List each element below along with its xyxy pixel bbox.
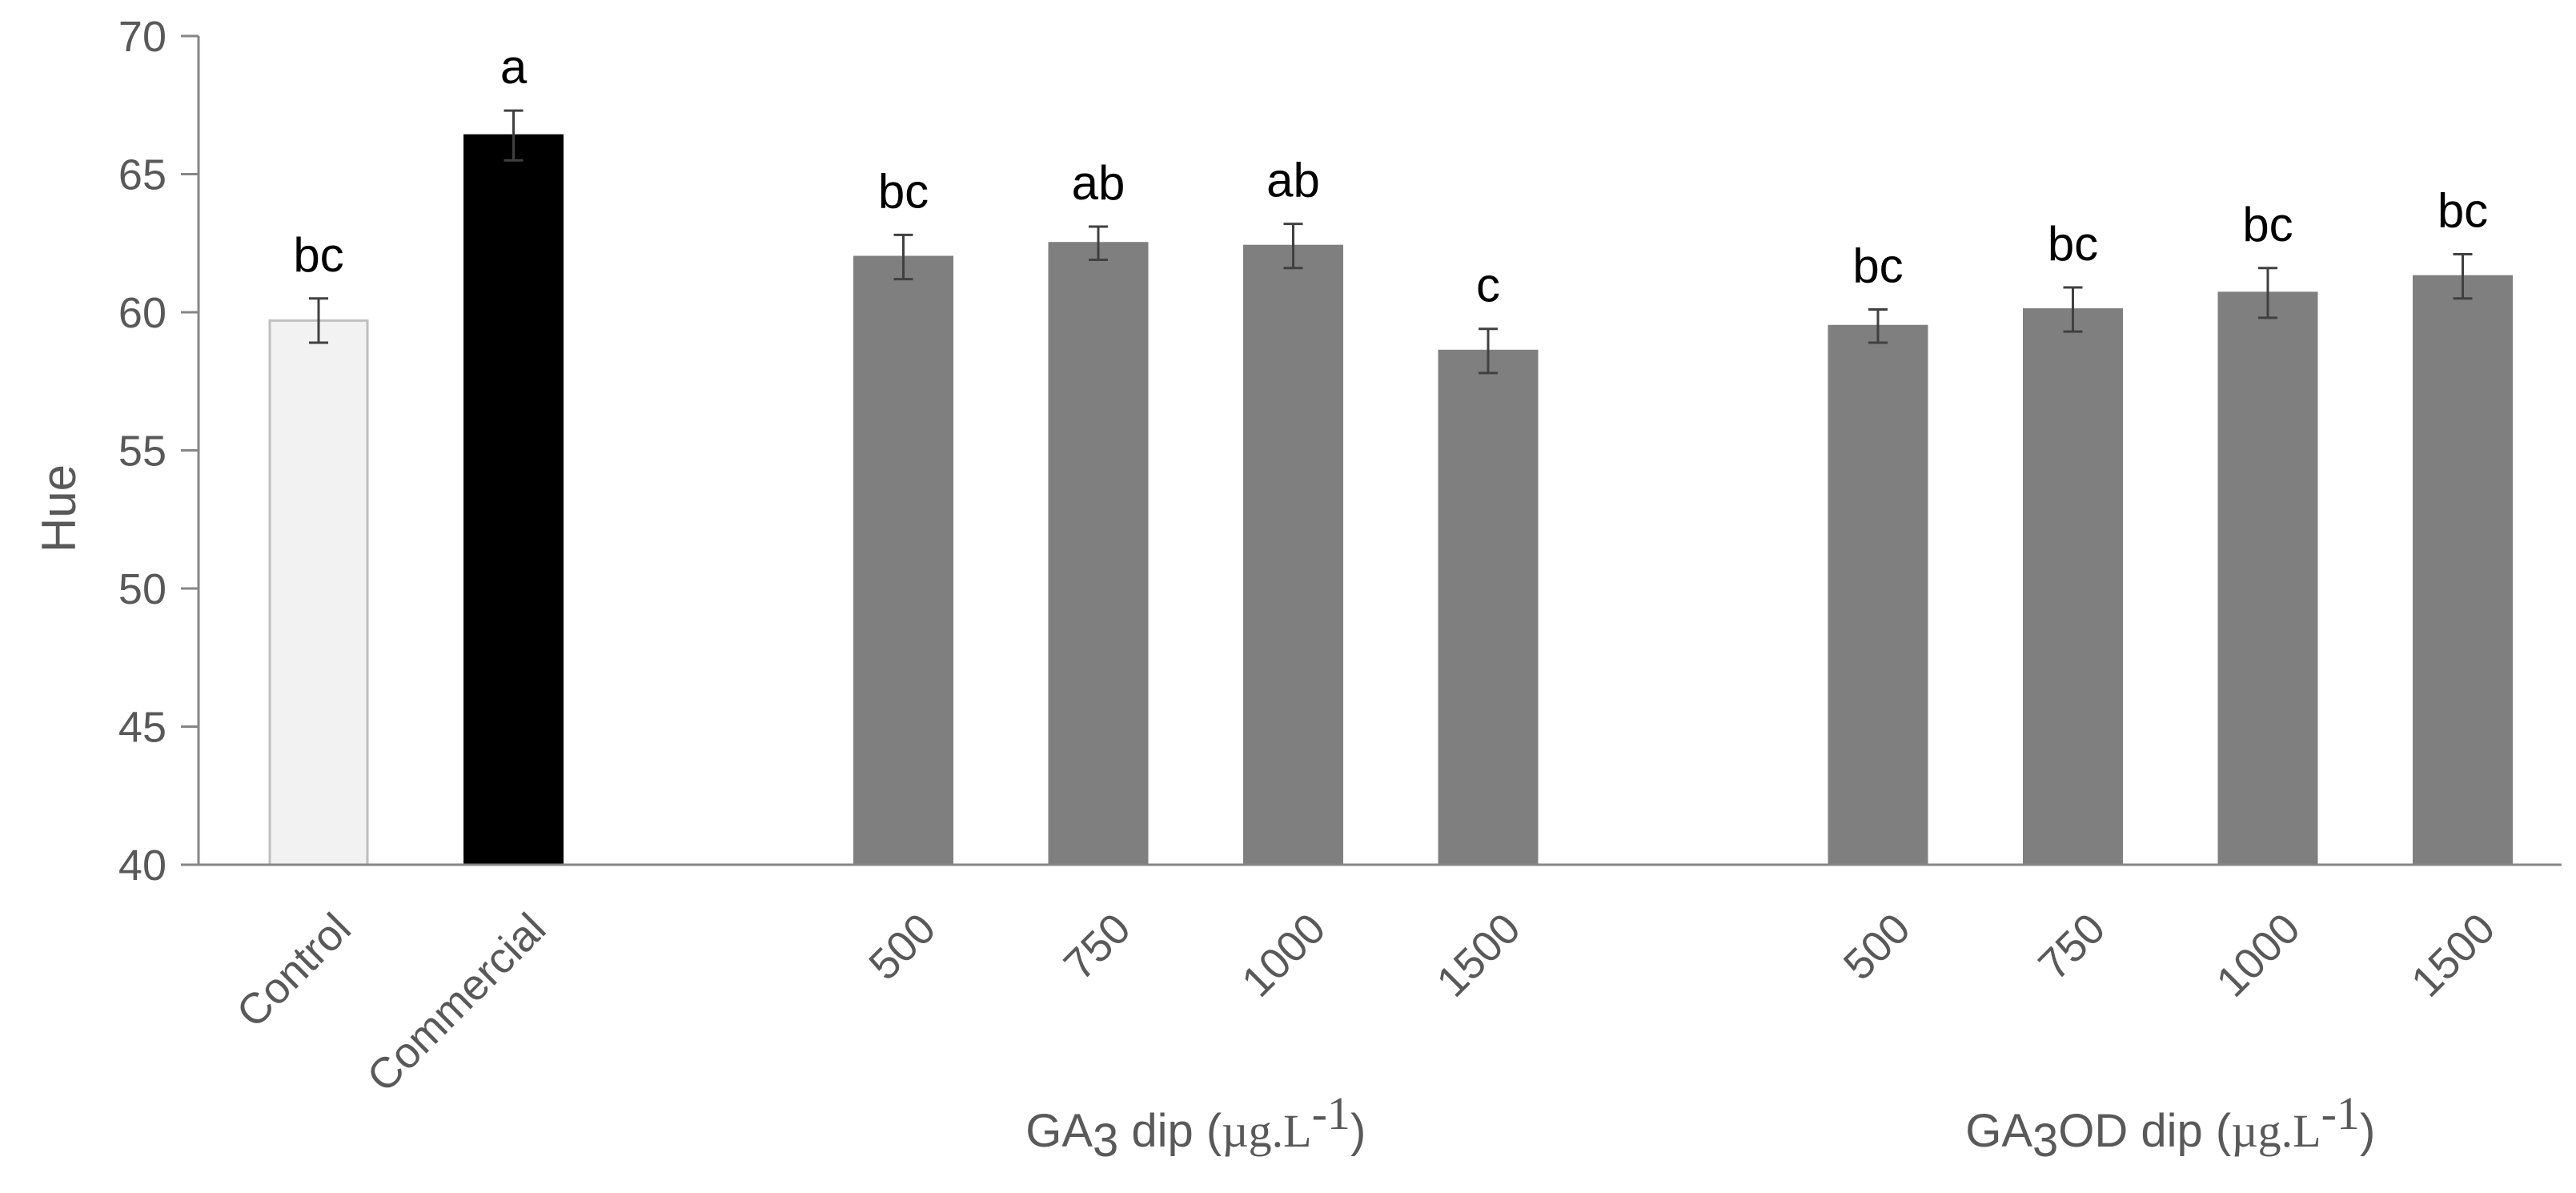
group-title-part: ) xyxy=(2360,1105,2375,1157)
bar xyxy=(2217,291,2318,866)
bar xyxy=(1828,324,1928,866)
error-bar xyxy=(2453,253,2473,300)
significance-label: bc xyxy=(878,164,929,218)
x-tick-label: 750 xyxy=(1055,904,1140,989)
y-tick-label: 70 xyxy=(118,13,167,61)
y-axis-ticks: 40 45 50 55 60 65 70 xyxy=(118,13,199,890)
x-tick-label: 500 xyxy=(1835,904,1920,989)
y-tick-label: 60 xyxy=(118,289,167,337)
group-title-sup: -1 xyxy=(1312,1087,1350,1139)
bar xyxy=(463,134,564,866)
significance-label: ab xyxy=(1072,156,1125,210)
x-tick-label: 1000 xyxy=(2207,904,2309,1006)
group-title-sub: 3 xyxy=(1093,1115,1118,1167)
y-tick-label: 65 xyxy=(118,151,167,199)
significance-label: bc xyxy=(293,228,343,282)
y-tick-label: 50 xyxy=(118,565,167,613)
error-bar xyxy=(2258,267,2277,319)
significance-label: bc xyxy=(2438,184,2488,238)
group-title-sub: 3 xyxy=(2032,1115,2058,1167)
y-tick-label: 55 xyxy=(118,428,167,476)
significance-label: a xyxy=(500,40,528,94)
error-bar xyxy=(893,233,913,281)
error-bar xyxy=(2063,286,2083,333)
error-bars-layer xyxy=(309,109,2473,375)
group-title: GA3 dip (µg.L-1) xyxy=(1025,1087,1366,1167)
group-title-part: OD dip ( xyxy=(2058,1105,2231,1157)
group-titles: GA3 dip (µg.L-1) GA3OD dip (µg.L-1) xyxy=(1025,1087,2375,1167)
error-bar xyxy=(1089,225,1108,261)
group-title-part: µg.L xyxy=(2231,1105,2321,1157)
y-axis-title: Hue xyxy=(32,464,86,552)
y-tick-label: 40 xyxy=(118,842,167,890)
bar xyxy=(2413,275,2513,866)
x-tick-label: 1500 xyxy=(1427,904,1529,1006)
significance-label: c xyxy=(1476,259,1500,312)
x-tick-label: 1500 xyxy=(2402,904,2504,1006)
group-title-part: ) xyxy=(1350,1105,1366,1157)
bar xyxy=(268,319,369,866)
group-title-part: GA xyxy=(1965,1105,2032,1157)
error-bar xyxy=(1479,327,1498,375)
group-title-sup: -1 xyxy=(2321,1087,2360,1139)
bar xyxy=(853,255,953,866)
bar xyxy=(1243,244,1343,866)
error-bar xyxy=(309,297,328,344)
error-bar xyxy=(1283,223,1303,270)
x-tick-label: 1000 xyxy=(1233,904,1334,1006)
significance-label: bc xyxy=(2242,198,2293,251)
error-bar xyxy=(1868,308,1888,344)
x-tick-label: 750 xyxy=(2029,904,2114,989)
error-bar xyxy=(504,109,524,162)
bar xyxy=(1438,349,1539,866)
significance-label: bc xyxy=(2048,217,2098,271)
bars-layer xyxy=(268,134,2513,866)
x-tick-label: 500 xyxy=(860,904,945,989)
x-tick-label: Control xyxy=(227,904,360,1037)
x-tick-label: Commercial xyxy=(358,904,555,1101)
group-title-part: GA xyxy=(1025,1105,1093,1157)
group-title: GA3OD dip (µg.L-1) xyxy=(1965,1087,2375,1167)
bar xyxy=(2023,308,2123,866)
group-title-part: µg.L xyxy=(1222,1105,1311,1157)
significance-label: ab xyxy=(1266,154,1320,207)
bar xyxy=(1048,242,1149,866)
y-tick-label: 45 xyxy=(118,704,167,752)
significance-label: bc xyxy=(1852,239,1903,293)
group-title-part: dip ( xyxy=(1118,1105,1222,1157)
